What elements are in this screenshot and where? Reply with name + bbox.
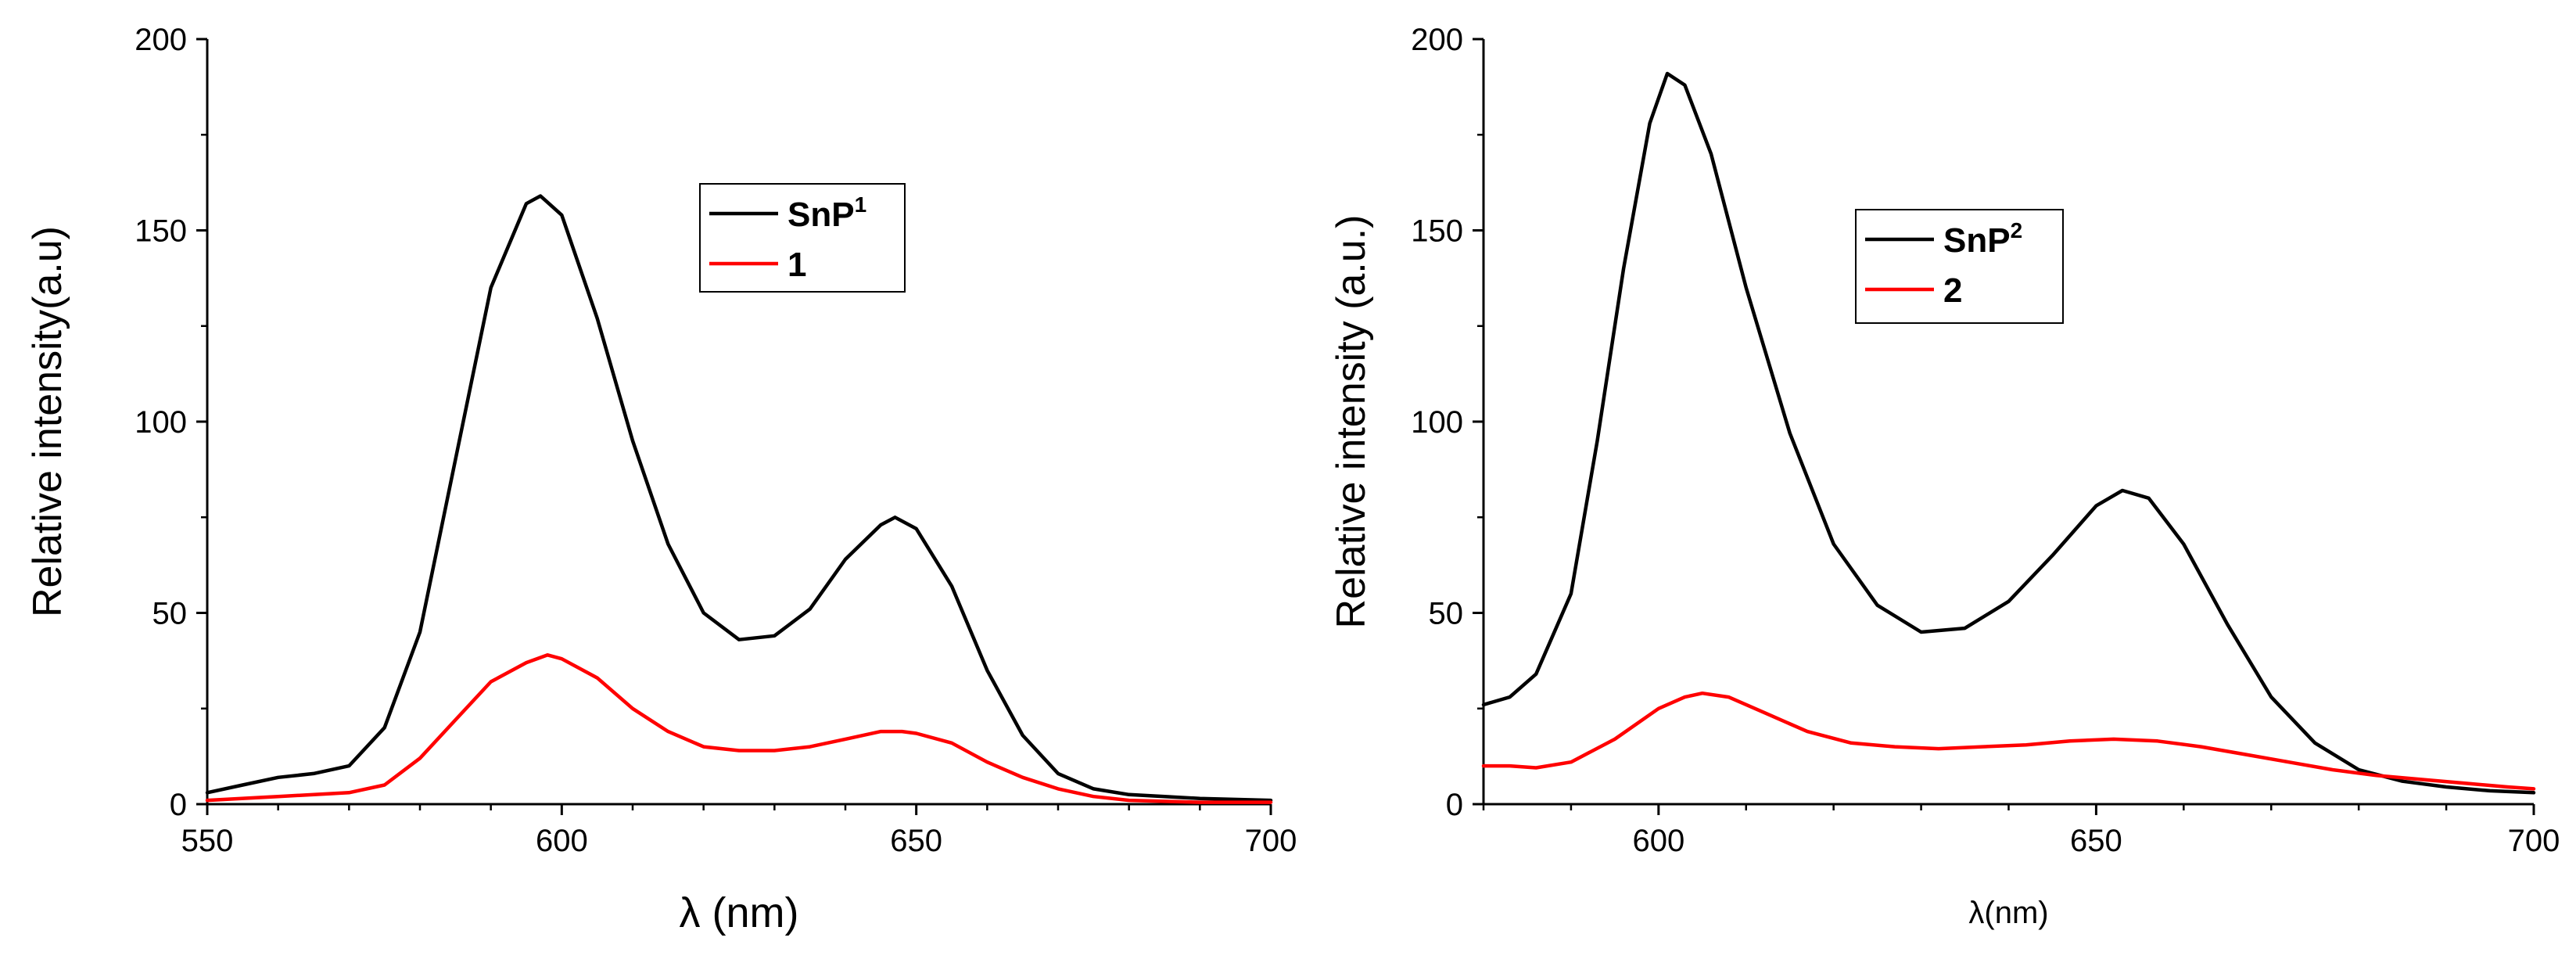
legend-label-superscript: 1	[855, 192, 867, 217]
x-tick-label: 650	[890, 824, 942, 858]
y-tick-label: 0	[170, 788, 187, 822]
y-axis-title: Relative intensity(a.u)	[25, 226, 70, 617]
x-axis-title: λ (nm)	[680, 889, 799, 936]
x-axis-title: λ(nm)	[1968, 896, 2048, 930]
y-tick-label: 200	[1411, 23, 1463, 57]
series-line-black	[205, 194, 1273, 803]
x-tick-label: 550	[181, 824, 234, 858]
legend-label: 2	[1943, 271, 1962, 310]
y-tick-label: 150	[135, 214, 187, 249]
series-line-red	[205, 653, 1273, 804]
y-tick-label: 50	[152, 597, 188, 631]
y-tick-label: 100	[135, 405, 187, 440]
y-tick-label: 0	[1446, 788, 1463, 822]
legend-box	[699, 183, 906, 293]
legend-box	[1855, 209, 2064, 324]
y-tick-label: 50	[1429, 597, 1464, 631]
series-line-red	[1481, 691, 2536, 791]
y-tick-label: 100	[1411, 405, 1463, 440]
legend-label-superscript: 2	[2011, 218, 2023, 242]
x-tick-label: 600	[1632, 824, 1684, 858]
x-tick-label: 700	[2508, 824, 2560, 858]
y-axis-title: Relative intensity (a.u.)	[1329, 215, 1374, 629]
y-tick-label: 200	[135, 23, 187, 57]
y-tick-label: 150	[1411, 214, 1463, 249]
legend-label: SnP2	[1943, 218, 2022, 260]
x-tick-label: 650	[2070, 824, 2122, 858]
chart-1: 0 50 100 150 200 550 600 650 700 λ (nm) Relative i…	[25, 23, 1297, 936]
x-tick-label: 700	[1245, 824, 1297, 858]
x-tick-label: 600	[536, 824, 588, 858]
legend-label: 1	[788, 246, 806, 284]
series-line-black	[1481, 71, 2536, 795]
legend-label: SnP1	[788, 192, 866, 234]
chart-2: 0 50 100 150 200 600 650 700 λ(nm) Relative inten…	[1329, 23, 2560, 930]
